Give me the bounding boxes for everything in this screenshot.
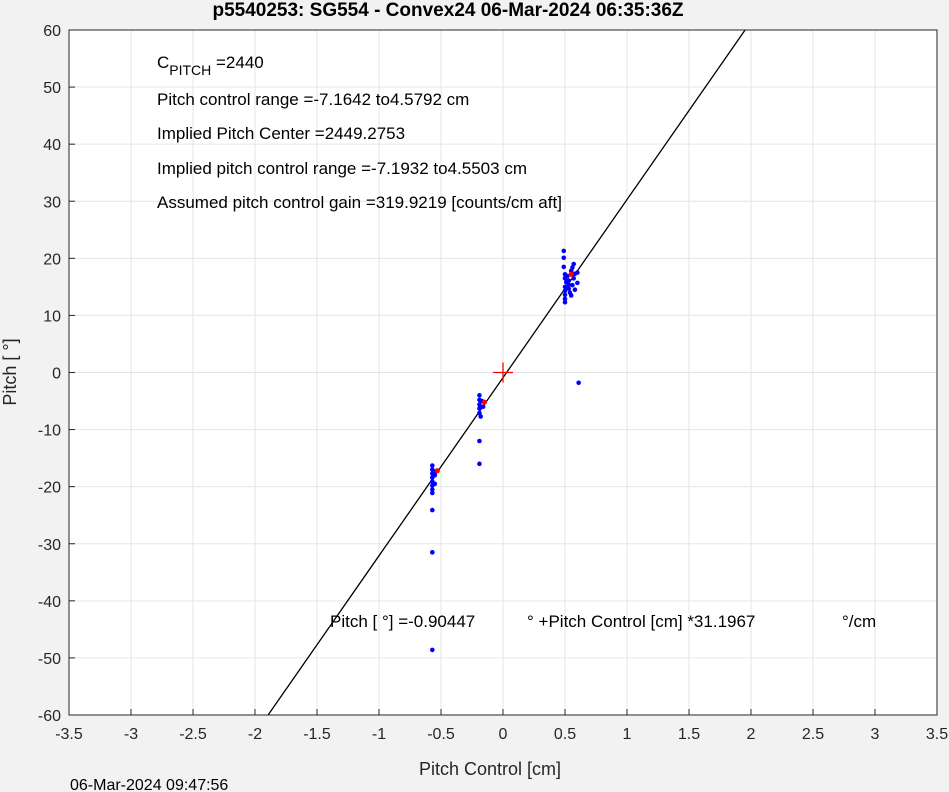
data-point bbox=[430, 467, 435, 472]
highlight-point bbox=[434, 468, 440, 474]
x-tick-label: -0.5 bbox=[427, 726, 455, 743]
implied-pitch-range-annotation: Implied pitch control range =-7.1932 to4… bbox=[157, 159, 527, 178]
data-point bbox=[562, 299, 568, 305]
data-point bbox=[562, 292, 568, 298]
data-point bbox=[575, 280, 580, 286]
x-tick-label: 0 bbox=[499, 726, 508, 743]
x-tick-label: -2.5 bbox=[179, 726, 207, 743]
chart-title: p5540253: SG554 - Convex24 06-Mar-2024 0… bbox=[212, 0, 683, 21]
x-tick-label: 3 bbox=[871, 726, 880, 743]
fit-equation-part1: Pitch [ °] =-0.90447 bbox=[330, 612, 475, 631]
data-point bbox=[571, 276, 576, 281]
data-point bbox=[430, 487, 435, 492]
data-point bbox=[566, 278, 572, 283]
y-tick-label: -40 bbox=[38, 594, 61, 611]
data-point bbox=[430, 490, 435, 496]
data-point bbox=[561, 264, 567, 270]
x-tick-label: -2 bbox=[248, 726, 262, 743]
fit-equation-part2: ° +Pitch Control [cm] *31.1967 bbox=[527, 612, 755, 631]
data-point bbox=[430, 647, 435, 653]
timestamp: 06-Mar-2024 09:47:56 bbox=[70, 777, 228, 792]
c-pitch-annotation: CPITCH =2440 bbox=[157, 53, 264, 78]
y-tick-label: 60 bbox=[43, 23, 61, 40]
data-point bbox=[432, 472, 438, 478]
data-point bbox=[566, 286, 572, 291]
y-tick-label: 40 bbox=[43, 137, 61, 154]
data-point bbox=[571, 261, 576, 267]
x-tick-label: 1.5 bbox=[678, 726, 700, 743]
data-point bbox=[477, 406, 482, 411]
data-point bbox=[430, 550, 435, 555]
y-tick-label: -10 bbox=[38, 423, 61, 440]
data-point bbox=[477, 402, 482, 407]
data-point bbox=[561, 255, 567, 261]
data-point bbox=[565, 273, 570, 279]
pitch-control-range-annotation: Pitch control range =-7.1642 to4.5792 cm bbox=[157, 90, 469, 109]
y-tick-label: -60 bbox=[38, 708, 61, 725]
highlight-point bbox=[481, 399, 487, 405]
x-tick-label: 3.5 bbox=[926, 726, 948, 743]
fit-equation-part3: °/cm bbox=[842, 612, 876, 631]
x-tick-label: -3 bbox=[124, 726, 138, 743]
x-tick-label: 2.5 bbox=[802, 726, 824, 743]
data-point bbox=[566, 282, 572, 287]
y-tick-label: 50 bbox=[43, 80, 61, 97]
highlight-point bbox=[568, 271, 574, 277]
x-tick-label: -1 bbox=[372, 726, 386, 743]
x-tick-label: -3.5 bbox=[55, 726, 83, 743]
data-point bbox=[572, 287, 578, 293]
data-point bbox=[430, 463, 435, 468]
y-tick-label: 20 bbox=[43, 251, 61, 268]
data-point bbox=[570, 282, 575, 288]
center-plus-marker bbox=[493, 362, 513, 383]
y-axis-label: Pitch [ °] bbox=[0, 338, 20, 405]
y-tick-label: 10 bbox=[43, 308, 61, 325]
y-tick-label: -30 bbox=[38, 537, 61, 554]
pitch-gain-annotation: Assumed pitch control gain =319.9219 [co… bbox=[157, 193, 562, 212]
data-point bbox=[480, 404, 486, 410]
data-point bbox=[562, 296, 568, 302]
data-point bbox=[568, 293, 574, 298]
data-point bbox=[575, 270, 580, 275]
implied-pitch-center-annotation: Implied Pitch Center =2449.2753 bbox=[157, 124, 405, 143]
data-point bbox=[478, 414, 483, 419]
y-tick-label: 30 bbox=[43, 194, 61, 211]
y-tick-label: -50 bbox=[38, 651, 61, 668]
data-point bbox=[562, 284, 568, 290]
x-tick-label: -1.5 bbox=[303, 726, 331, 743]
data-point bbox=[576, 380, 581, 386]
data-point bbox=[562, 288, 568, 294]
y-tick-label: -20 bbox=[38, 480, 61, 497]
data-point bbox=[477, 461, 482, 467]
data-point bbox=[477, 438, 482, 444]
x-tick-label: 0.5 bbox=[554, 726, 576, 743]
data-point bbox=[430, 507, 435, 513]
x-axis-label: Pitch Control [cm] bbox=[419, 759, 561, 779]
x-tick-label: 1 bbox=[623, 726, 632, 743]
data-point bbox=[432, 481, 438, 487]
data-point bbox=[561, 248, 567, 254]
data-point bbox=[477, 393, 482, 398]
y-tick-label: 0 bbox=[52, 366, 61, 383]
x-tick-label: 2 bbox=[747, 726, 756, 743]
axes-box bbox=[68, 29, 938, 716]
